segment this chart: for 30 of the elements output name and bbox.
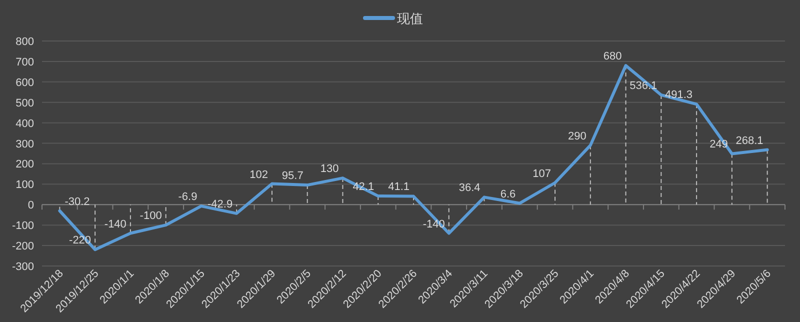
legend-label: 现值 (397, 11, 423, 26)
data-label: 268.1 (736, 134, 764, 147)
data-label: 680 (603, 50, 622, 63)
line-series (58, 64, 769, 252)
data-label: -6.9 (178, 191, 198, 204)
y-tick-label: -300 (12, 261, 34, 273)
data-label: 41.1 (388, 181, 410, 194)
y-tick-label: 200 (16, 158, 34, 171)
data-label: -100 (140, 210, 162, 222)
data-label: 491.3 (665, 89, 693, 102)
data-label: -30.2 (64, 196, 90, 208)
data-label: -140 (104, 218, 126, 230)
data-label: 107 (532, 168, 552, 180)
data-label: 130 (320, 163, 339, 176)
y-tick-label: 600 (16, 76, 34, 89)
y-tick-label: 800 (16, 36, 34, 48)
data-label: 36.4 (458, 182, 480, 194)
data-label: 95.7 (282, 170, 304, 182)
y-tick-label: 400 (16, 118, 34, 130)
y-tick-label: 300 (16, 138, 34, 150)
y-tick-label: 700 (16, 56, 34, 68)
y-tick-label: 500 (16, 97, 34, 110)
y-tick-label: -100 (12, 220, 34, 232)
y-tick-label: 100 (16, 179, 34, 192)
data-label: 6.6 (500, 188, 516, 200)
data-label: 102 (250, 168, 268, 181)
data-label: -42.9 (208, 198, 233, 210)
y-tick-label: -200 (12, 240, 34, 253)
data-label: 290 (568, 130, 586, 142)
y-tick-label: 0 (28, 200, 34, 212)
